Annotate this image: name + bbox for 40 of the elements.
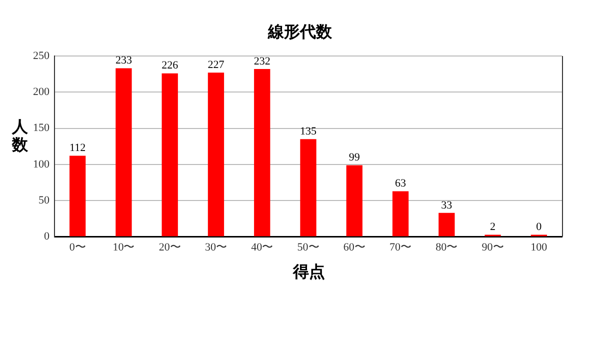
data-label: 135	[300, 126, 317, 138]
x-tick-label: 10〜	[112, 241, 135, 254]
x-tick-label: 50〜	[297, 241, 320, 254]
x-tick-label: 30〜	[204, 241, 227, 254]
y-tick-label: 50	[38, 194, 50, 207]
x-tick-label: 60〜	[343, 241, 366, 254]
bar	[346, 165, 362, 236]
data-label: 2	[490, 221, 496, 234]
bar	[162, 73, 178, 236]
bar	[438, 212, 455, 236]
data-label: 63	[395, 178, 407, 190]
data-label: 233	[115, 54, 132, 67]
bar	[116, 68, 132, 236]
x-tick-label: 100	[530, 241, 548, 254]
chart-title: 線形代数	[266, 22, 333, 43]
y-axis-title: 人数	[10, 117, 29, 154]
data-label: 227	[208, 59, 225, 72]
x-tick-label: 20〜	[158, 241, 181, 254]
bar	[300, 139, 316, 236]
data-label: 99	[348, 152, 360, 164]
bar	[254, 69, 270, 236]
x-tick-label: 80〜	[436, 241, 458, 254]
bar	[208, 72, 224, 236]
x-tick-label: 70〜	[390, 241, 412, 254]
y-tick-label: 150	[33, 122, 50, 134]
y-tick-label: 200	[33, 86, 50, 98]
x-axis-title: 得点	[292, 262, 326, 283]
bar	[69, 156, 86, 236]
data-label: 112	[70, 142, 86, 154]
x-tick-label: 90〜	[482, 241, 504, 254]
data-label: 0	[536, 221, 542, 234]
y-tick-label: 0	[44, 230, 50, 243]
data-label: 33	[441, 199, 453, 212]
x-tick-label: 0〜	[69, 241, 86, 254]
y-tick-label: 250	[33, 50, 50, 62]
y-tick-label: 100	[33, 158, 50, 170]
bar	[392, 191, 409, 236]
x-tick-label: 40〜	[251, 241, 274, 254]
data-label: 232	[254, 55, 270, 68]
data-label: 226	[162, 60, 179, 72]
